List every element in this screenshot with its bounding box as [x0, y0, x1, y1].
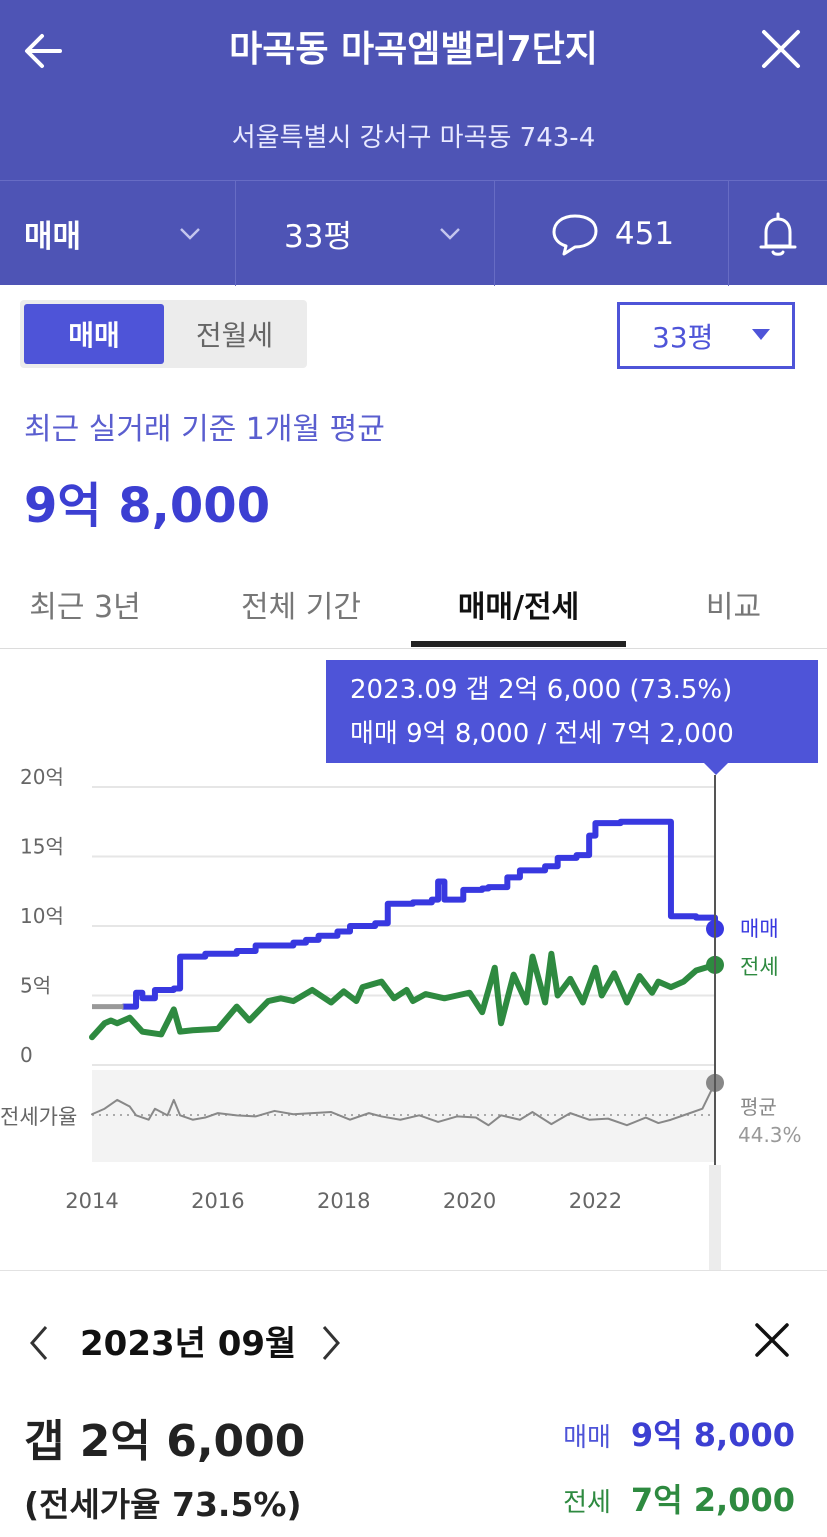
x-tick-label: 2018 — [317, 1189, 370, 1213]
size-select-value: 33평 — [652, 320, 714, 354]
summary-label: 최근 실거래 기준 1개월 평균 — [24, 412, 385, 447]
chevron-down-icon — [180, 228, 200, 240]
x-tick-label: 2022 — [569, 1189, 622, 1213]
tooltip-price-line: 매매 9억 8,000 / 전세 7억 2,000 — [350, 719, 734, 749]
page-title: 마곡동 마곡엠밸리7단지 — [229, 29, 598, 70]
comment-count: 451 — [614, 215, 675, 252]
size-select[interactable]: 33평 — [617, 302, 795, 369]
x-tick-label: 2016 — [191, 1189, 244, 1213]
x-axis-ticks: 2014 2016 2018 2020 2022 — [65, 1189, 622, 1213]
header: 마곡동 마곡엠밸리7단지 서울특별시 강서구 마곡동 743-4 매매 33평 … — [0, 0, 827, 286]
series-line-전세가율 — [91, 1081, 716, 1127]
active-tab-indicator — [411, 641, 626, 647]
detail-rent-row: 전세 7억 2,000 — [563, 1475, 795, 1521]
trade-type-label: 매매 — [24, 219, 82, 255]
notification-button[interactable] — [729, 181, 827, 286]
legend-rent: 전세 — [740, 955, 779, 979]
detail-rent-value: 7억 2,000 — [630, 1481, 795, 1519]
detail-gap: 갭 2억 6,000 — [24, 1416, 306, 1467]
detail-date: 2023년 09월 — [80, 1324, 297, 1364]
tab-sale-rent[interactable]: 매매/전세 — [457, 590, 580, 625]
area-dropdown[interactable]: 33평 — [236, 181, 495, 286]
legend-average-label: 평균 — [740, 1095, 777, 1119]
trade-toggle: 매매 전월세 — [20, 300, 307, 368]
detail-rent-label: 전세 — [563, 1488, 611, 1518]
x-tick-label: 2020 — [443, 1189, 496, 1213]
chart-series — [89, 818, 724, 1127]
y-tick-label: 20억 — [20, 765, 64, 789]
price-chart[interactable]: 20억 15억 10억 5억 0 2014 2016 2018 2020 2022 전세가율 매… — [0, 650, 827, 1270]
ratio-axis-label: 전세가율 — [0, 1105, 77, 1129]
tab-all-period[interactable]: 전체 기간 — [241, 590, 361, 625]
y-axis-ticks: 20억 15억 10억 5억 0 — [20, 765, 64, 1067]
ratio-band — [92, 1070, 715, 1162]
prev-month-icon[interactable] — [26, 1323, 52, 1363]
tab-recent-3y[interactable]: 최근 3년 — [29, 590, 141, 625]
detail-sale-row: 매매 9억 8,000 — [563, 1410, 795, 1456]
y-tick-label: 15억 — [20, 835, 64, 859]
detail-ratio: (전세가율 73.5%) — [24, 1485, 302, 1524]
tooltip-gap-line: 2023.09 갭 2억 6,000 (73.5%) — [350, 675, 733, 705]
bell-icon — [759, 212, 797, 256]
y-tick-label: 5억 — [20, 974, 51, 998]
trade-type-dropdown[interactable]: 매매 — [0, 181, 236, 286]
toggle-rent[interactable]: 전월세 — [195, 319, 274, 352]
back-arrow-icon[interactable] — [20, 26, 70, 76]
series-line-전세 — [89, 950, 718, 1041]
series-line-매매 — [120, 818, 718, 1010]
summary-price: 9억 8,000 — [24, 478, 271, 534]
legend-average-value: 44.3% — [738, 1123, 802, 1147]
y-tick-label: 10억 — [20, 904, 64, 928]
tooltip-arrow — [704, 763, 728, 775]
y-tick-label: 0 — [20, 1043, 33, 1067]
x-tick-label: 2014 — [65, 1189, 118, 1213]
address: 서울특별시 강서구 마곡동 743-4 — [231, 123, 596, 153]
comments-button[interactable]: 451 — [495, 181, 729, 286]
area-label: 33평 — [284, 219, 352, 255]
chart-tabs: 최근 3년 전체 기간 매매/전세 비교 — [0, 560, 827, 649]
detail-sale-label: 매매 — [563, 1423, 611, 1453]
chevron-down-icon — [440, 228, 460, 240]
detail-sale-value: 9억 8,000 — [630, 1416, 795, 1454]
next-month-icon[interactable] — [318, 1323, 344, 1363]
dropdown-triangle-icon — [752, 329, 770, 340]
toggle-sale[interactable]: 매매 — [24, 304, 164, 364]
speech-bubble-icon — [552, 214, 598, 255]
filter-bar: 매매 33평 451 — [0, 180, 827, 286]
divider — [0, 1270, 827, 1271]
chart-grid — [92, 786, 715, 1066]
tab-compare[interactable]: 비교 — [705, 590, 762, 625]
close-detail-icon[interactable] — [752, 1320, 792, 1360]
scrubber-handle[interactable] — [709, 1165, 721, 1270]
chart-tooltip: 2023.09 갭 2억 6,000 (73.5%) 매매 9억 8,000 /… — [326, 660, 818, 763]
legend-sale: 매매 — [740, 917, 779, 941]
close-icon[interactable] — [758, 26, 804, 72]
